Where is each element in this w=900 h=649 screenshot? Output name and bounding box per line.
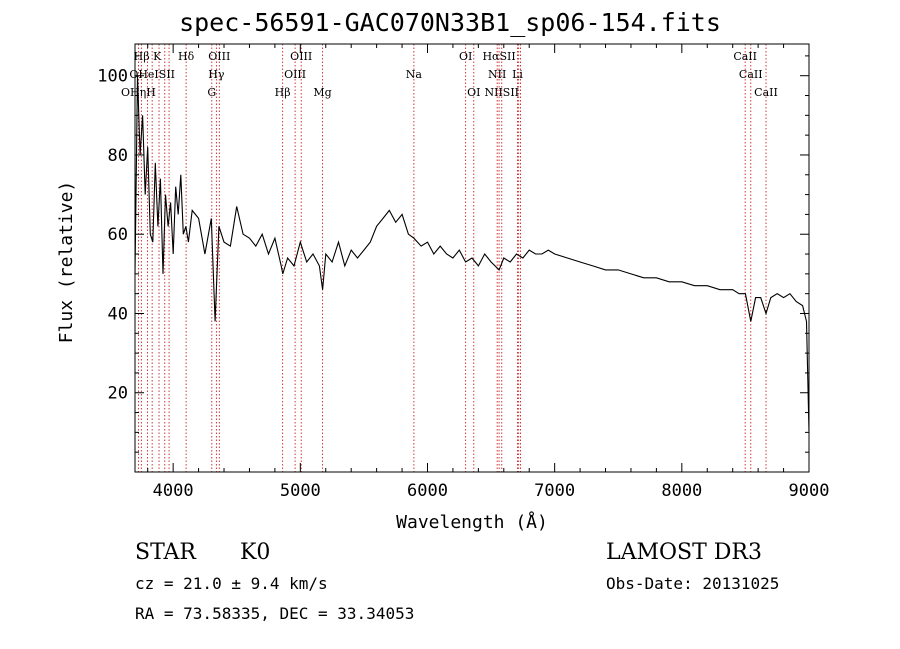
object-subclass: K0 (240, 540, 271, 565)
line-marker-label: OIII (284, 68, 306, 81)
obs-date: Obs-Date: 20131025 (606, 574, 780, 593)
line-marker-label: CaII (733, 50, 757, 63)
y-tick-label: 40 (108, 304, 128, 324)
line-marker-label: NIISII (484, 86, 519, 99)
x-tick-label: 8000 (661, 481, 702, 501)
y-tick-label: 20 (108, 384, 128, 404)
spectrum-line (134, 75, 810, 433)
line-marker-label: OI (459, 50, 472, 63)
redshift-readout: cz = 21.0 ± 9.4 km/s (135, 574, 328, 593)
line-marker-label: CaII (739, 68, 763, 81)
coordinates: RA = 73.58335, DEC = 33.34053 (135, 604, 415, 623)
x-tick-label: 9000 (789, 481, 830, 501)
x-tick-label: 5000 (280, 481, 321, 501)
line-marker-label: Hβ (275, 86, 291, 99)
emission-line-labels: Hβ K Hδ OIII OIII OI HαSII CaII OHeISII Hγ OIII Na… (121, 50, 778, 99)
plot-frame (134, 43, 810, 473)
line-marker-label: OIII (208, 50, 230, 63)
line-marker-label: G (207, 86, 216, 99)
line-marker-label: Hγ (208, 68, 225, 81)
object-class: STAR (135, 540, 196, 565)
line-marker-label: Li (512, 68, 523, 81)
line-marker-label: OHeISII (129, 68, 175, 81)
x-axis-label: Wavelength (Å) (396, 511, 548, 533)
line-marker-label: OIII (290, 50, 312, 63)
y-tick-label: 60 (108, 225, 128, 245)
x-axis-ticks: 4000 5000 6000 7000 8000 9000 (147, 44, 830, 501)
x-tick-label: 4000 (153, 481, 194, 501)
page-title: spec-56591-GAC070N33B1_sp06-154.fits (179, 8, 721, 37)
line-marker-label: CaII (754, 86, 778, 99)
x-tick-label: 7000 (534, 481, 575, 501)
line-marker-label: HαSII (482, 50, 515, 63)
y-axis-ticks: 20 40 60 80 100 (97, 55, 809, 453)
line-marker-label: Hδ (178, 50, 195, 63)
line-marker-label: OI (467, 86, 480, 99)
y-tick-label: 100 (97, 67, 128, 87)
survey-name: LAMOST DR3 (606, 540, 762, 565)
y-axis-label: Flux (relative) (56, 181, 77, 344)
y-tick-label: 80 (108, 146, 128, 166)
line-marker-label: Na (406, 68, 423, 81)
line-marker-label: Hβ K (134, 50, 162, 63)
line-marker-label: Mg (313, 86, 331, 99)
x-tick-label: 6000 (407, 481, 448, 501)
line-marker-label: NII (488, 68, 506, 81)
